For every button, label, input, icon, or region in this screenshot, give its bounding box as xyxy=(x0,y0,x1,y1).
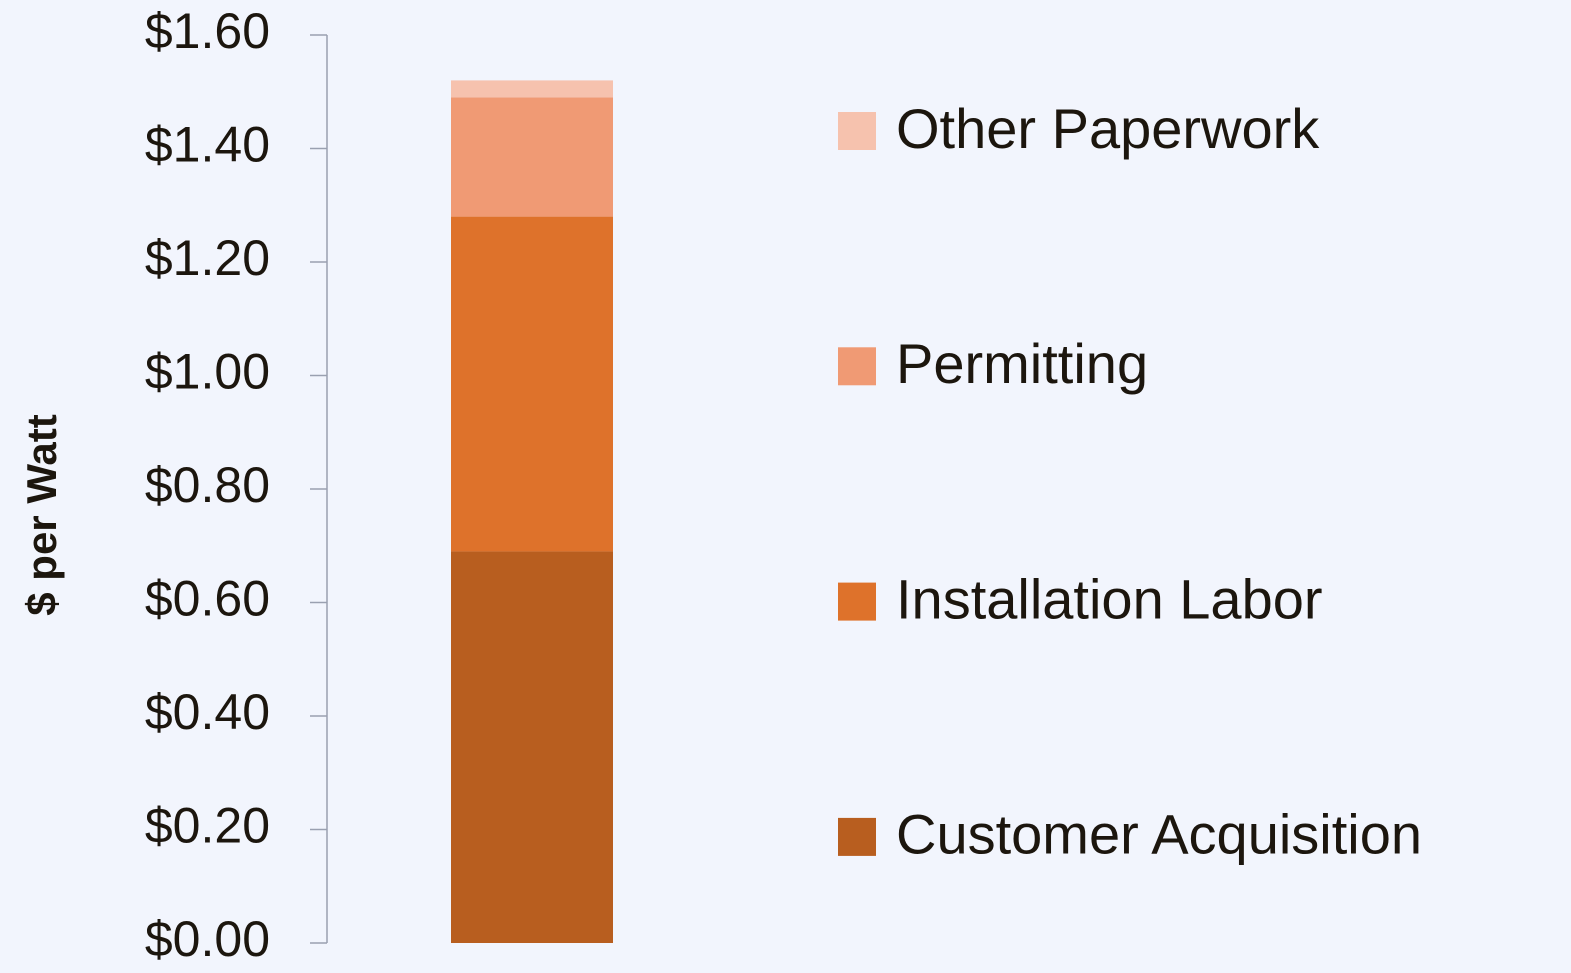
legend-swatch xyxy=(838,347,876,386)
legend-swatch xyxy=(838,817,876,856)
y-tick-label: $0.60 xyxy=(145,571,270,627)
legend-swatch xyxy=(838,582,876,621)
bar-segment xyxy=(451,216,613,552)
bar-segment xyxy=(451,97,613,217)
legend-label: Permitting xyxy=(896,332,1148,395)
y-tick-label: $0.00 xyxy=(145,911,270,967)
y-tick-label: $1.00 xyxy=(145,344,270,400)
legend-label: Customer Acquisition xyxy=(896,803,1422,866)
legend-label: Installation Labor xyxy=(896,567,1323,630)
legend-swatch xyxy=(838,112,876,150)
bar-segment xyxy=(451,80,613,98)
y-tick-label: $0.40 xyxy=(145,684,270,740)
y-tick-label: $0.80 xyxy=(145,457,270,513)
y-tick-label: $1.20 xyxy=(145,230,270,286)
y-tick-label: $1.60 xyxy=(145,3,270,59)
bar-segment xyxy=(451,551,613,943)
y-tick-label: $1.40 xyxy=(145,117,270,173)
y-axis-title: $ per Watt xyxy=(18,414,65,615)
y-tick-label: $0.20 xyxy=(145,798,270,854)
legend-label: Other Paperwork xyxy=(896,97,1320,160)
